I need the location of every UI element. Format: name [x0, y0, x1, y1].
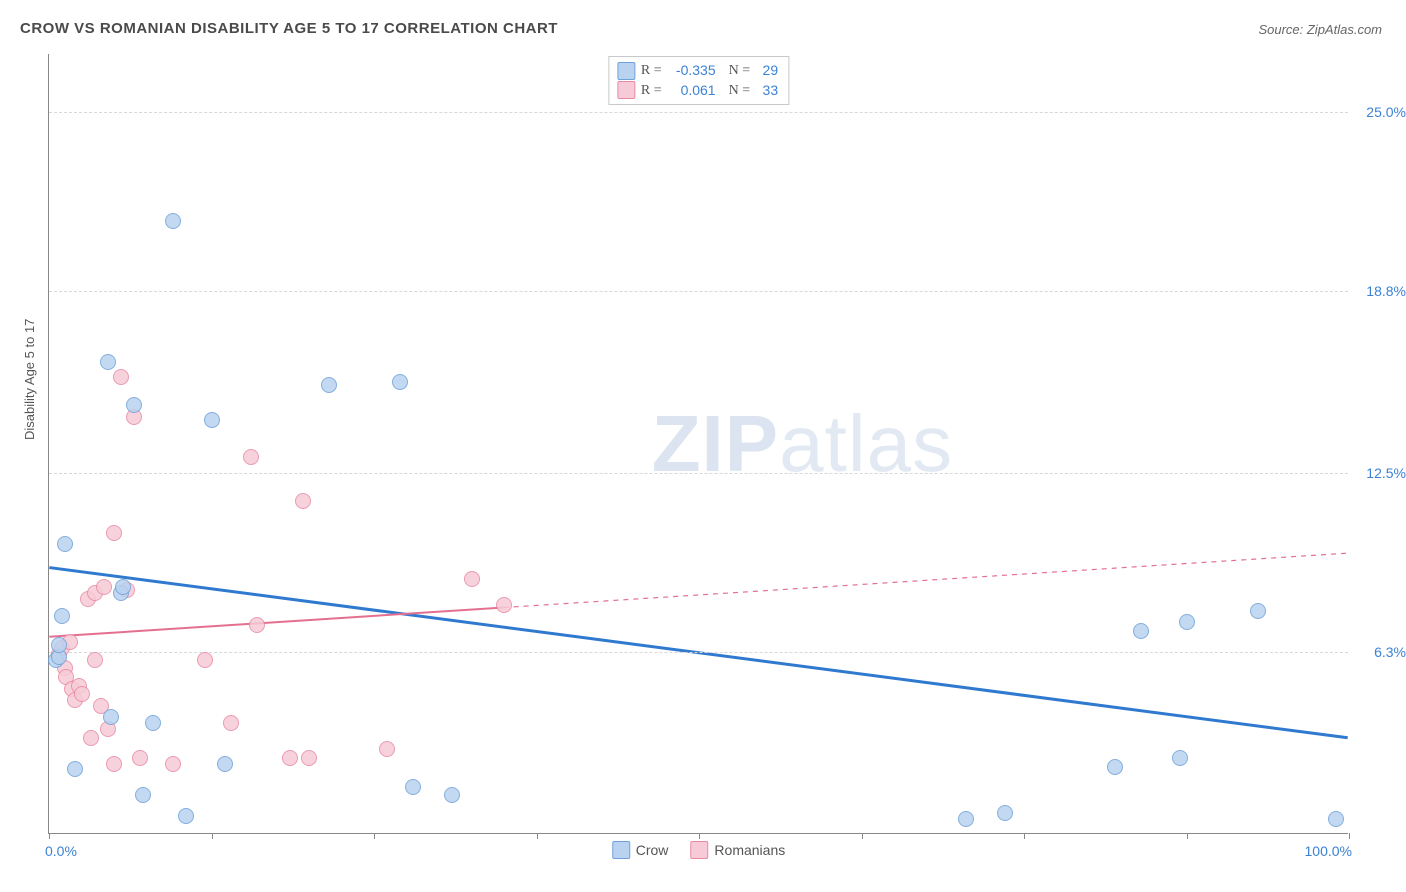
r-label: R =	[641, 61, 662, 81]
bottom-legend: Crow Romanians	[612, 841, 786, 859]
data-point	[1250, 603, 1266, 619]
data-point	[87, 652, 103, 668]
data-point	[197, 652, 213, 668]
watermark-rest: atlas	[779, 399, 953, 488]
data-point	[217, 756, 233, 772]
n-label: N =	[722, 61, 751, 81]
x-tick	[1187, 833, 1188, 839]
r-value-crow: -0.335	[668, 61, 716, 81]
data-point	[1172, 750, 1188, 766]
x-tick	[699, 833, 700, 839]
r-label: R =	[641, 81, 662, 101]
data-point	[113, 369, 129, 385]
data-point	[464, 571, 480, 587]
data-point	[243, 449, 259, 465]
x-tick	[49, 833, 50, 839]
grid-line	[49, 112, 1348, 113]
data-point	[165, 213, 181, 229]
data-point	[1179, 614, 1195, 630]
watermark: ZIPatlas	[652, 398, 953, 490]
data-point	[115, 579, 131, 595]
data-point	[178, 808, 194, 824]
data-point	[83, 730, 99, 746]
data-point	[57, 536, 73, 552]
data-point	[204, 412, 220, 428]
data-point	[106, 525, 122, 541]
legend-label-romanians: Romanians	[714, 842, 785, 858]
data-point	[1133, 623, 1149, 639]
data-point	[106, 756, 122, 772]
data-point	[997, 805, 1013, 821]
data-point	[51, 637, 67, 653]
data-point	[444, 787, 460, 803]
stats-row-romanians: R = 0.061 N = 33	[617, 81, 778, 101]
data-point	[135, 787, 151, 803]
data-point	[165, 756, 181, 772]
data-point	[223, 715, 239, 731]
plot-area: ZIPatlas R = -0.335 N = 29 R = 0.061 N =…	[48, 54, 1348, 834]
source-label: Source: ZipAtlas.com	[1258, 22, 1382, 37]
x-tick	[537, 833, 538, 839]
data-point	[321, 377, 337, 393]
y-axis-title: Disability Age 5 to 17	[22, 319, 37, 440]
data-point	[1328, 811, 1344, 827]
x-tick	[1024, 833, 1025, 839]
x-tick	[212, 833, 213, 839]
data-point	[295, 493, 311, 509]
legend-item-romanians: Romanians	[690, 841, 785, 859]
stats-row-crow: R = -0.335 N = 29	[617, 61, 778, 81]
y-tick-label: 25.0%	[1366, 104, 1406, 120]
n-label: N =	[722, 81, 751, 101]
swatch-crow	[617, 62, 635, 80]
n-value-romanians: 33	[756, 81, 778, 101]
data-point	[249, 617, 265, 633]
data-point	[379, 741, 395, 757]
data-point	[100, 354, 116, 370]
grid-line	[49, 652, 1348, 653]
data-point	[74, 686, 90, 702]
data-point	[392, 374, 408, 390]
x-tick	[1349, 833, 1350, 839]
stats-box: R = -0.335 N = 29 R = 0.061 N = 33	[608, 56, 789, 105]
data-point	[54, 608, 70, 624]
data-point	[958, 811, 974, 827]
data-point	[67, 761, 83, 777]
legend-swatch-crow	[612, 841, 630, 859]
grid-line	[49, 473, 1348, 474]
x-max-label: 100.0%	[1305, 843, 1352, 859]
y-tick-label: 6.3%	[1374, 644, 1406, 660]
data-point	[496, 597, 512, 613]
legend-item-crow: Crow	[612, 841, 669, 859]
swatch-romanians	[617, 81, 635, 99]
watermark-bold: ZIP	[652, 399, 779, 488]
r-value-romanians: 0.061	[668, 81, 716, 101]
n-value-crow: 29	[756, 61, 778, 81]
data-point	[282, 750, 298, 766]
data-point	[132, 750, 148, 766]
chart-title: CROW VS ROMANIAN DISABILITY AGE 5 TO 17 …	[20, 20, 558, 37]
y-tick-label: 18.8%	[1366, 283, 1406, 299]
data-point	[126, 397, 142, 413]
x-min-label: 0.0%	[45, 843, 77, 859]
grid-line	[49, 291, 1348, 292]
legend-label-crow: Crow	[636, 842, 669, 858]
data-point	[405, 779, 421, 795]
data-point	[301, 750, 317, 766]
data-point	[96, 579, 112, 595]
data-point	[145, 715, 161, 731]
data-point	[1107, 759, 1123, 775]
legend-swatch-romanians	[690, 841, 708, 859]
y-tick-label: 12.5%	[1366, 465, 1406, 481]
x-tick	[862, 833, 863, 839]
data-point	[103, 709, 119, 725]
x-tick	[374, 833, 375, 839]
